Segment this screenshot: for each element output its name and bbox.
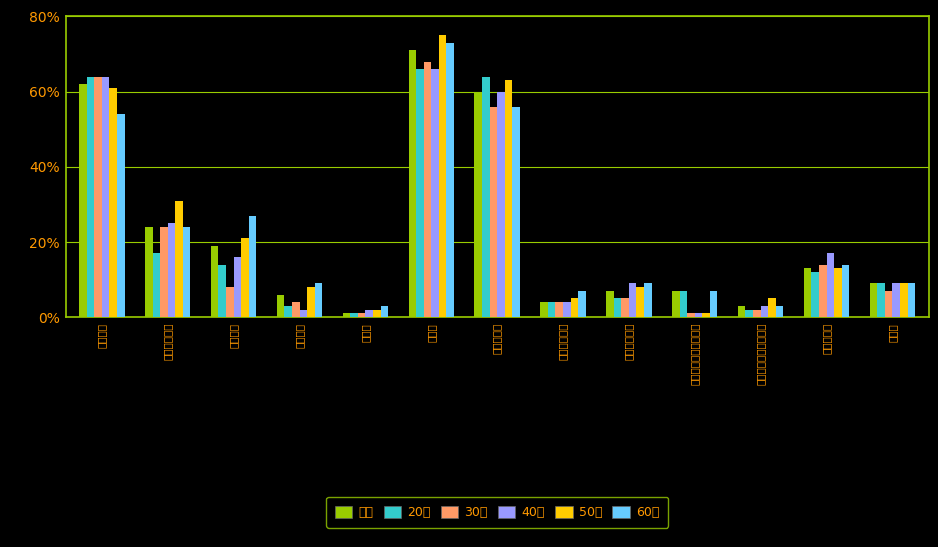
Bar xyxy=(505,80,512,317)
Bar xyxy=(153,253,160,317)
Bar xyxy=(613,299,621,317)
Bar xyxy=(439,35,446,317)
Bar xyxy=(555,302,563,317)
Bar xyxy=(512,107,520,317)
Bar xyxy=(482,77,490,317)
Bar xyxy=(606,291,613,317)
Bar xyxy=(381,306,388,317)
Bar xyxy=(753,310,761,317)
Bar xyxy=(703,313,710,317)
Bar xyxy=(628,283,637,317)
Bar xyxy=(738,306,746,317)
Bar xyxy=(373,310,381,317)
Bar xyxy=(570,299,578,317)
Bar xyxy=(79,84,86,317)
Bar xyxy=(563,302,570,317)
Bar xyxy=(424,61,431,317)
Bar xyxy=(776,306,783,317)
Bar xyxy=(409,50,416,317)
Bar xyxy=(160,227,168,317)
Bar xyxy=(342,313,350,317)
Bar xyxy=(908,283,915,317)
Bar xyxy=(168,223,175,317)
Bar xyxy=(183,227,190,317)
Bar xyxy=(86,77,95,317)
Bar xyxy=(416,69,424,317)
Bar xyxy=(811,272,819,317)
Bar xyxy=(475,91,482,317)
Bar xyxy=(102,77,110,317)
Bar xyxy=(540,302,548,317)
Bar xyxy=(292,302,299,317)
Bar xyxy=(841,265,849,317)
Bar xyxy=(768,299,776,317)
Bar xyxy=(350,313,357,317)
Bar xyxy=(885,291,892,317)
Bar xyxy=(357,313,366,317)
Bar xyxy=(621,299,628,317)
Bar xyxy=(175,201,183,317)
Bar xyxy=(804,269,811,317)
Bar xyxy=(284,306,292,317)
Bar xyxy=(219,265,226,317)
Bar xyxy=(299,310,307,317)
Bar xyxy=(314,283,323,317)
Bar xyxy=(710,291,718,317)
Bar xyxy=(672,291,680,317)
Bar xyxy=(366,310,373,317)
Bar xyxy=(497,91,505,317)
Bar xyxy=(548,302,555,317)
Bar xyxy=(870,283,877,317)
Bar xyxy=(249,216,256,317)
Bar xyxy=(877,283,885,317)
Bar xyxy=(117,114,125,317)
Bar xyxy=(826,253,834,317)
Bar xyxy=(644,283,652,317)
Bar xyxy=(95,77,102,317)
Bar xyxy=(688,313,695,317)
Bar xyxy=(761,306,768,317)
Bar xyxy=(695,313,703,317)
Bar xyxy=(819,265,826,317)
Bar xyxy=(145,227,153,317)
Bar xyxy=(277,295,284,317)
Bar xyxy=(637,287,644,317)
Bar xyxy=(234,257,241,317)
Bar xyxy=(680,291,688,317)
Bar xyxy=(431,69,439,317)
Bar xyxy=(490,107,497,317)
Bar xyxy=(834,269,841,317)
Bar xyxy=(900,283,908,317)
Bar xyxy=(211,246,219,317)
Bar xyxy=(892,283,900,317)
Legend: 全体, 20代, 30代, 40代, 50代, 60代: 全体, 20代, 30代, 40代, 50代, 60代 xyxy=(326,497,668,528)
Bar xyxy=(241,238,249,317)
Bar xyxy=(110,88,117,317)
Bar xyxy=(746,310,753,317)
Bar xyxy=(578,291,585,317)
Bar xyxy=(307,287,314,317)
Bar xyxy=(446,43,454,317)
Bar xyxy=(226,287,234,317)
